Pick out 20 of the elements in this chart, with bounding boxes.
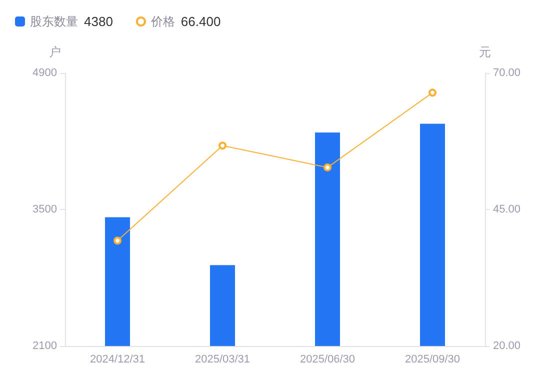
- x-tick-label: 2025/09/30: [404, 354, 460, 366]
- y2-tick-label: 45.00: [493, 204, 521, 216]
- point: [324, 163, 332, 172]
- y-tick-label: 2100: [32, 340, 57, 352]
- y-axis-title: 户: [49, 45, 61, 59]
- point: [218, 142, 226, 150]
- text: 66.400: [180, 14, 221, 29]
- y2-tick-label: 20.00: [493, 340, 521, 352]
- x-tick-label: 2025/03/31: [194, 354, 250, 366]
- text: 4380: [84, 14, 113, 29]
- legend-label: 价格: [150, 14, 175, 28]
- y-tick-label: 4900: [32, 67, 57, 79]
- x-tick-label: 2024/12/31: [90, 354, 146, 366]
- y2-tick-label: 70.00: [493, 67, 521, 79]
- x-tick-label: 2025/06/30: [300, 354, 356, 366]
- point: [114, 236, 122, 245]
- y-tick-label: 3500: [32, 204, 57, 216]
- point: [428, 88, 436, 97]
- legend-label: 股东数量: [30, 14, 78, 28]
- y2-axis-title: 元: [479, 45, 491, 59]
